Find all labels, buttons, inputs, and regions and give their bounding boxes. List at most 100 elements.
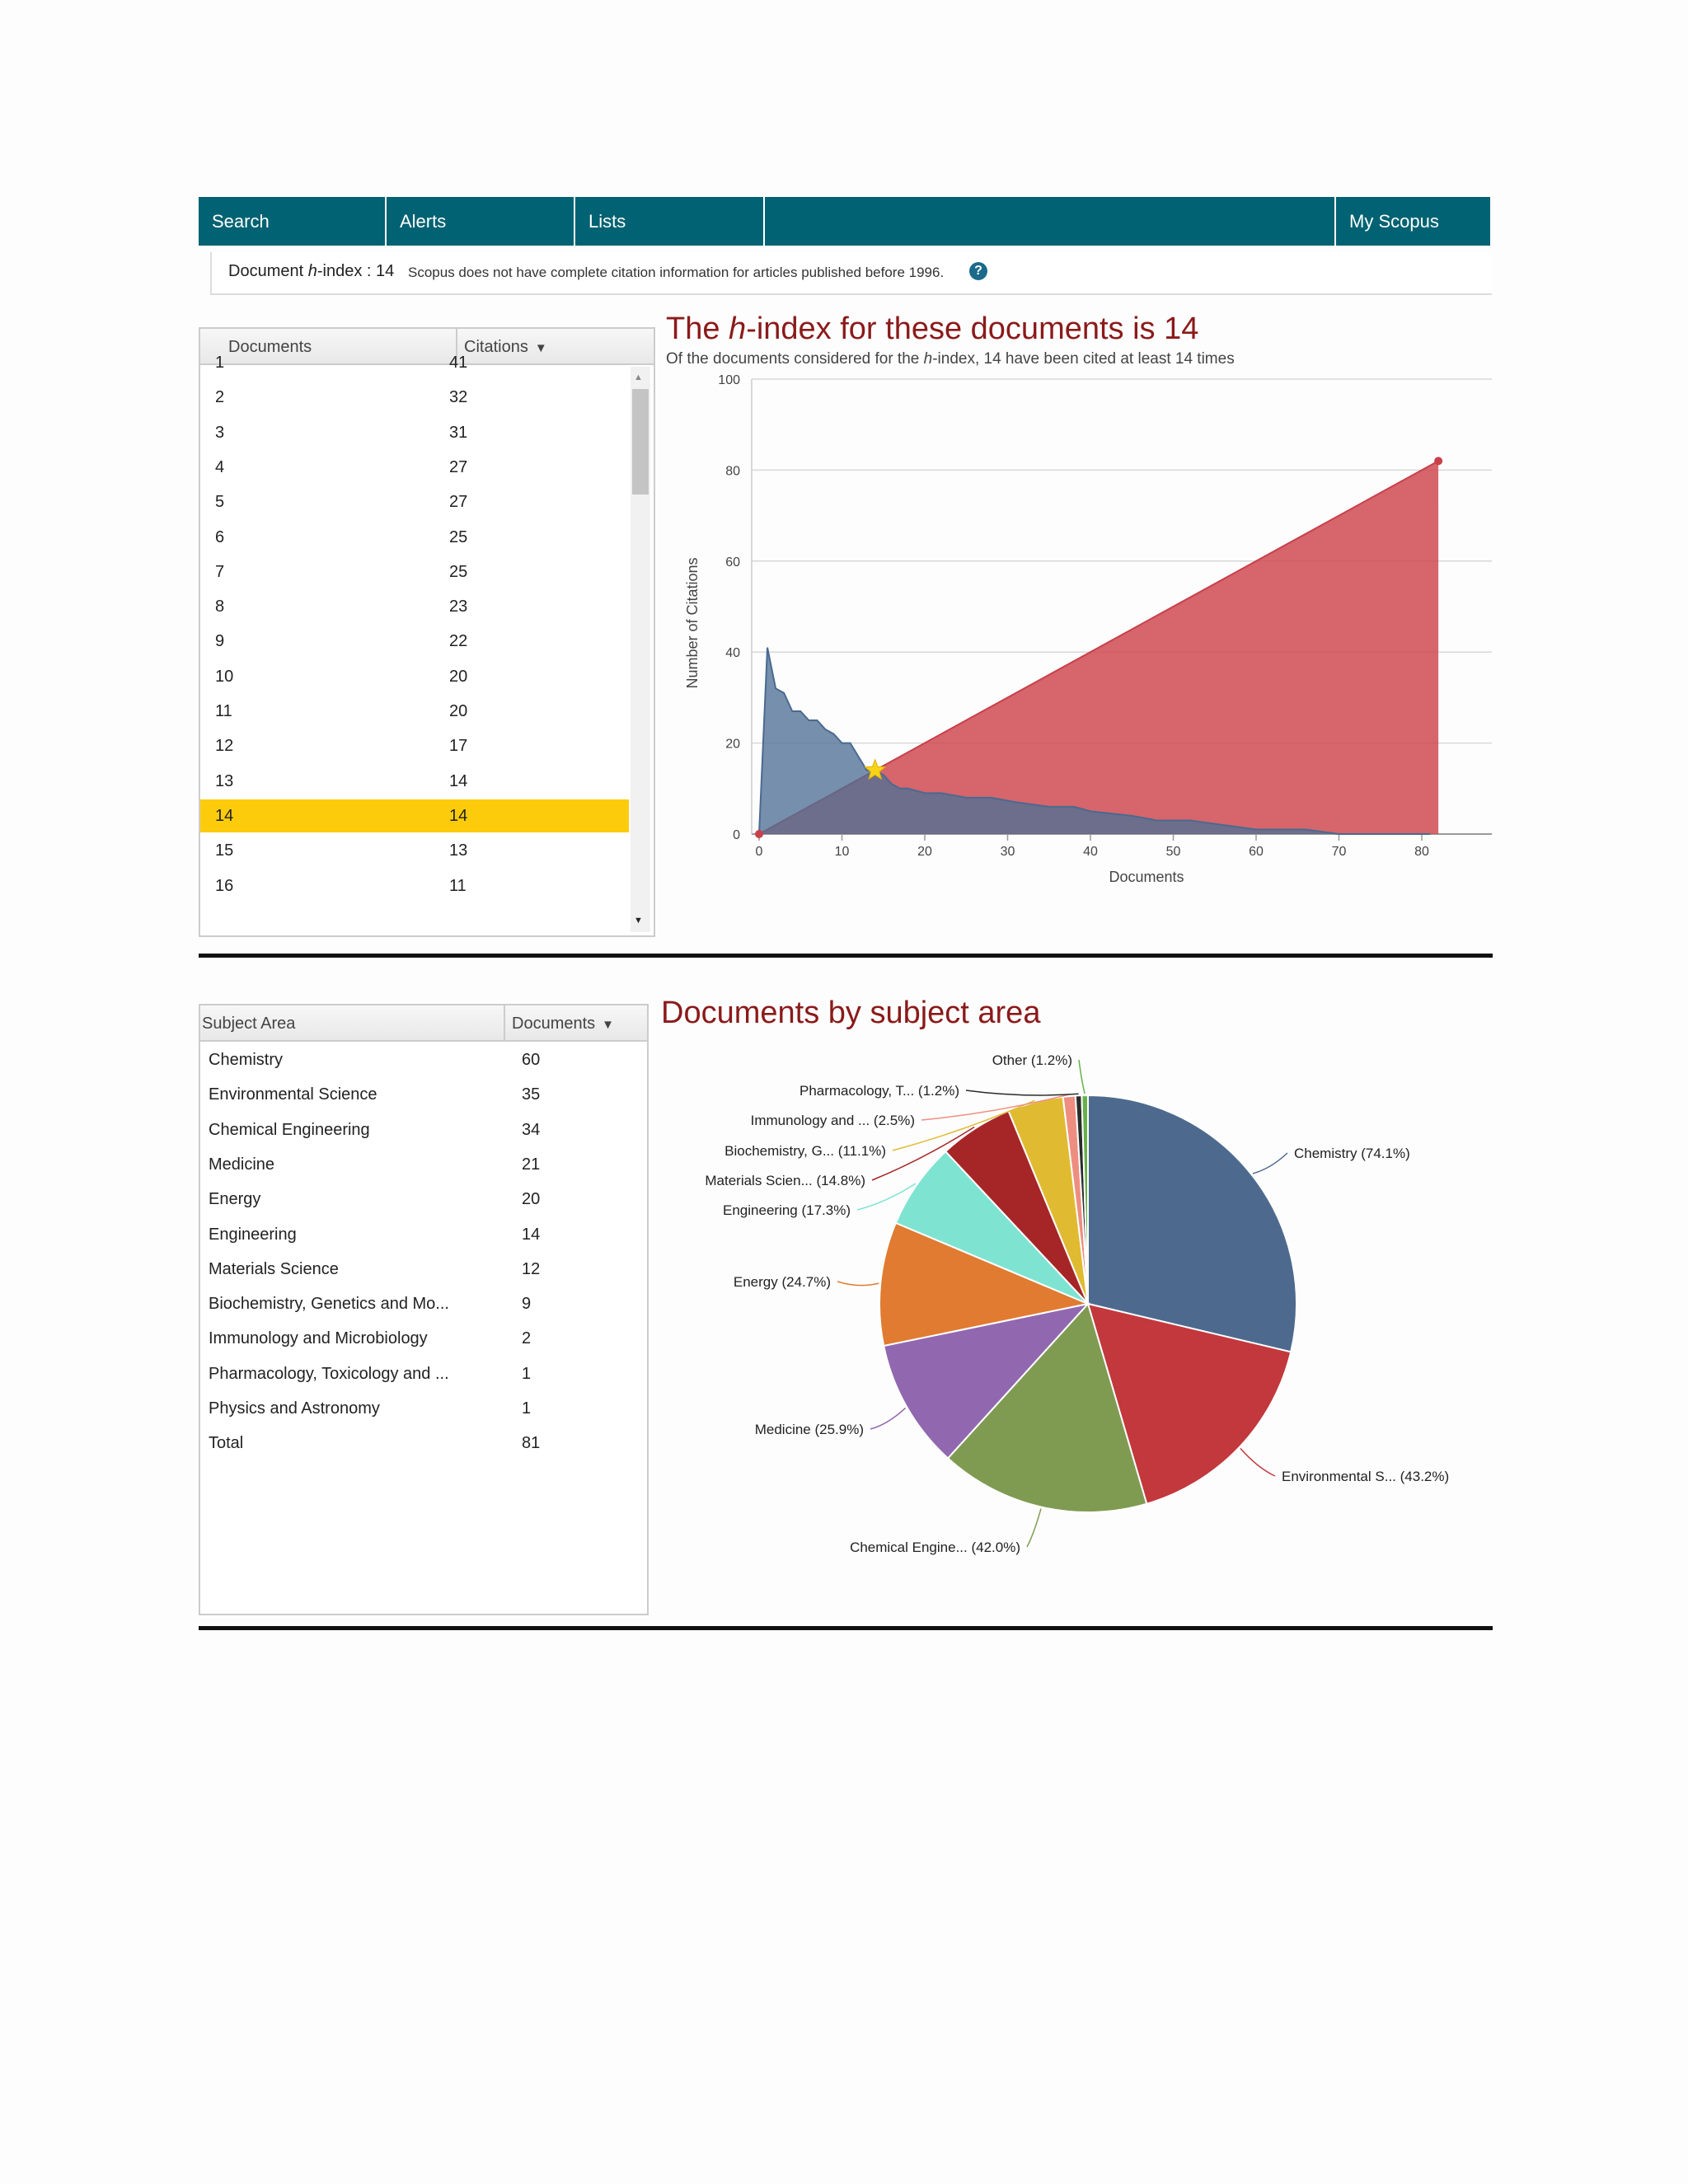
table-row[interactable]: Pharmacology, Toxicology and ... 1	[200, 1357, 645, 1390]
pie-label-connector	[856, 1183, 917, 1211]
help-icon[interactable]: ?	[969, 262, 987, 280]
table-row[interactable]: 12 17	[200, 729, 629, 762]
hindex-chart-subtitle: Of the documents considered for the h-in…	[666, 350, 1235, 368]
pie-slice	[879, 1221, 1091, 1347]
subject-area-pie-chart: Chemistry (74.1%) Environmental S... (43.…	[705, 1052, 1449, 1555]
subject-name: Immunology and Microbiology	[209, 1329, 428, 1348]
citation-count: 23	[449, 598, 468, 616]
section-divider	[199, 1626, 1493, 1630]
table-row[interactable]: 15 13	[200, 834, 629, 867]
column-header-subject-documents[interactable]: Documents ▼	[505, 1005, 647, 1042]
document-rank: 2	[215, 388, 225, 407]
subject-document-count: 14	[522, 1225, 541, 1244]
section-divider	[199, 954, 1493, 958]
pie-slice-label: Energy (24.7%)	[734, 1274, 831, 1290]
pie-label-connector	[1078, 1059, 1085, 1094]
x-tick-label: 10	[835, 845, 850, 859]
x-tick-label: 30	[1001, 845, 1015, 859]
table-row[interactable]: 6 25	[200, 521, 629, 554]
document-rank: 5	[215, 493, 225, 512]
subject-name: Engineering	[209, 1225, 297, 1244]
hindex-chart-title: The h-index for these documents is 14	[666, 312, 1199, 346]
table-row[interactable]: Chemical Engineering 34	[200, 1113, 645, 1146]
table-row[interactable]: Environmental Science 35	[200, 1078, 645, 1111]
scrollbar-thumb[interactable]	[632, 389, 649, 494]
y-axis-title: Number of Citations	[684, 557, 701, 688]
table-row[interactable]: 4 27	[200, 451, 629, 484]
subject-name: Environmental Science	[209, 1085, 377, 1104]
nav-search[interactable]: Search	[199, 197, 387, 246]
pie-slice-label: Immunology and ... (2.5%)	[751, 1113, 915, 1128]
subject-document-count: 1	[522, 1399, 532, 1418]
table-row[interactable]: Physics and Astronomy 1	[200, 1392, 645, 1425]
document-rank: 6	[215, 527, 225, 546]
table-row[interactable]: 10 20	[200, 660, 629, 693]
pie-slice	[894, 1150, 1089, 1305]
document-hindex-label: Document h-index : 14	[228, 262, 395, 280]
pie-chart-title: Documents by subject area	[661, 996, 1041, 1030]
subject-document-count: 12	[522, 1259, 541, 1278]
document-rank: 7	[215, 562, 225, 581]
citation-count: 27	[449, 493, 468, 512]
table-row[interactable]: Chemistry 60	[200, 1043, 645, 1076]
table-row[interactable]: Medicine 21	[200, 1148, 645, 1181]
citation-count: 25	[449, 527, 468, 546]
subject-name: Medicine	[209, 1155, 275, 1174]
scroll-up-arrow[interactable]: ▲	[634, 373, 643, 382]
x-tick-label: 70	[1332, 845, 1347, 859]
document-rank: 16	[215, 876, 234, 895]
table-row[interactable]: Materials Science 12	[200, 1253, 645, 1286]
table-row[interactable]: 14 14	[200, 799, 629, 832]
table-row[interactable]: 1 41	[200, 346, 629, 379]
sort-desc-icon[interactable]: ▼	[534, 341, 547, 355]
table-row[interactable]: 3 31	[200, 416, 629, 449]
column-header-subject-area[interactable]: Subject Area	[200, 1005, 505, 1042]
subject-document-count: 35	[522, 1085, 541, 1104]
nav-my-scopus[interactable]: My Scopus	[1334, 197, 1490, 246]
origin-point	[755, 830, 763, 838]
table-row[interactable]: 8 23	[200, 590, 629, 623]
pie-label-connector	[921, 1094, 1070, 1121]
document-rank: 10	[215, 667, 234, 686]
top-nav: Search Alerts Lists My Scopus	[199, 197, 1490, 246]
column-header-documents[interactable]: Documents	[200, 329, 457, 365]
subject-name: Biochemistry, Genetics and Mo...	[209, 1295, 449, 1314]
column-header-citations[interactable]: Citations ▼	[457, 329, 654, 365]
citation-count: 41	[449, 354, 468, 372]
citation-count: 31	[449, 423, 468, 442]
table-row[interactable]: 9 22	[200, 625, 629, 658]
document-rank: 12	[215, 737, 234, 756]
subject-name: Materials Science	[209, 1259, 339, 1278]
hindex-info-bar: Document h-index : 14 Scopus does not ha…	[210, 252, 1492, 295]
nav-lists[interactable]: Lists	[575, 197, 765, 246]
sort-desc-icon[interactable]: ▼	[602, 1018, 615, 1032]
document-rank: 3	[215, 423, 225, 442]
table-row[interactable]: Engineering 14	[200, 1218, 645, 1251]
document-rank: 14	[215, 806, 234, 825]
table-row[interactable]: Energy 20	[200, 1183, 645, 1216]
subject-document-count: 34	[522, 1120, 541, 1139]
table-row[interactable]: 16 11	[200, 869, 629, 902]
subject-document-count: 2	[522, 1329, 532, 1348]
y-tick-label: 60	[725, 555, 740, 569]
x-tick-label: 80	[1414, 845, 1429, 859]
total-row: Total 81	[200, 1427, 645, 1460]
table-row[interactable]: 11 20	[200, 695, 629, 728]
table-row[interactable]: Biochemistry, Genetics and Mo... 9	[200, 1287, 645, 1320]
table-row[interactable]: Immunology and Microbiology 2	[200, 1322, 645, 1355]
y-tick-label: 100	[718, 373, 740, 387]
subject-name: Chemical Engineering	[209, 1120, 370, 1139]
table-row[interactable]: 13 14	[200, 765, 629, 798]
citations-line	[758, 647, 1431, 835]
table-row[interactable]: 2 32	[200, 381, 629, 414]
citations-area	[759, 647, 1431, 834]
scroll-down-arrow[interactable]: ▼	[634, 916, 643, 926]
table-row[interactable]: 5 27	[200, 485, 629, 518]
pie-slice-label: Pharmacology, T... (1.2%)	[799, 1083, 959, 1099]
y-tick-label: 80	[725, 464, 740, 478]
pie-label-connector	[837, 1281, 879, 1286]
pie-label-connector	[1026, 1508, 1042, 1548]
x-tick-label: 60	[1249, 845, 1264, 859]
table-row[interactable]: 7 25	[200, 555, 629, 588]
nav-alerts[interactable]: Alerts	[387, 197, 575, 246]
